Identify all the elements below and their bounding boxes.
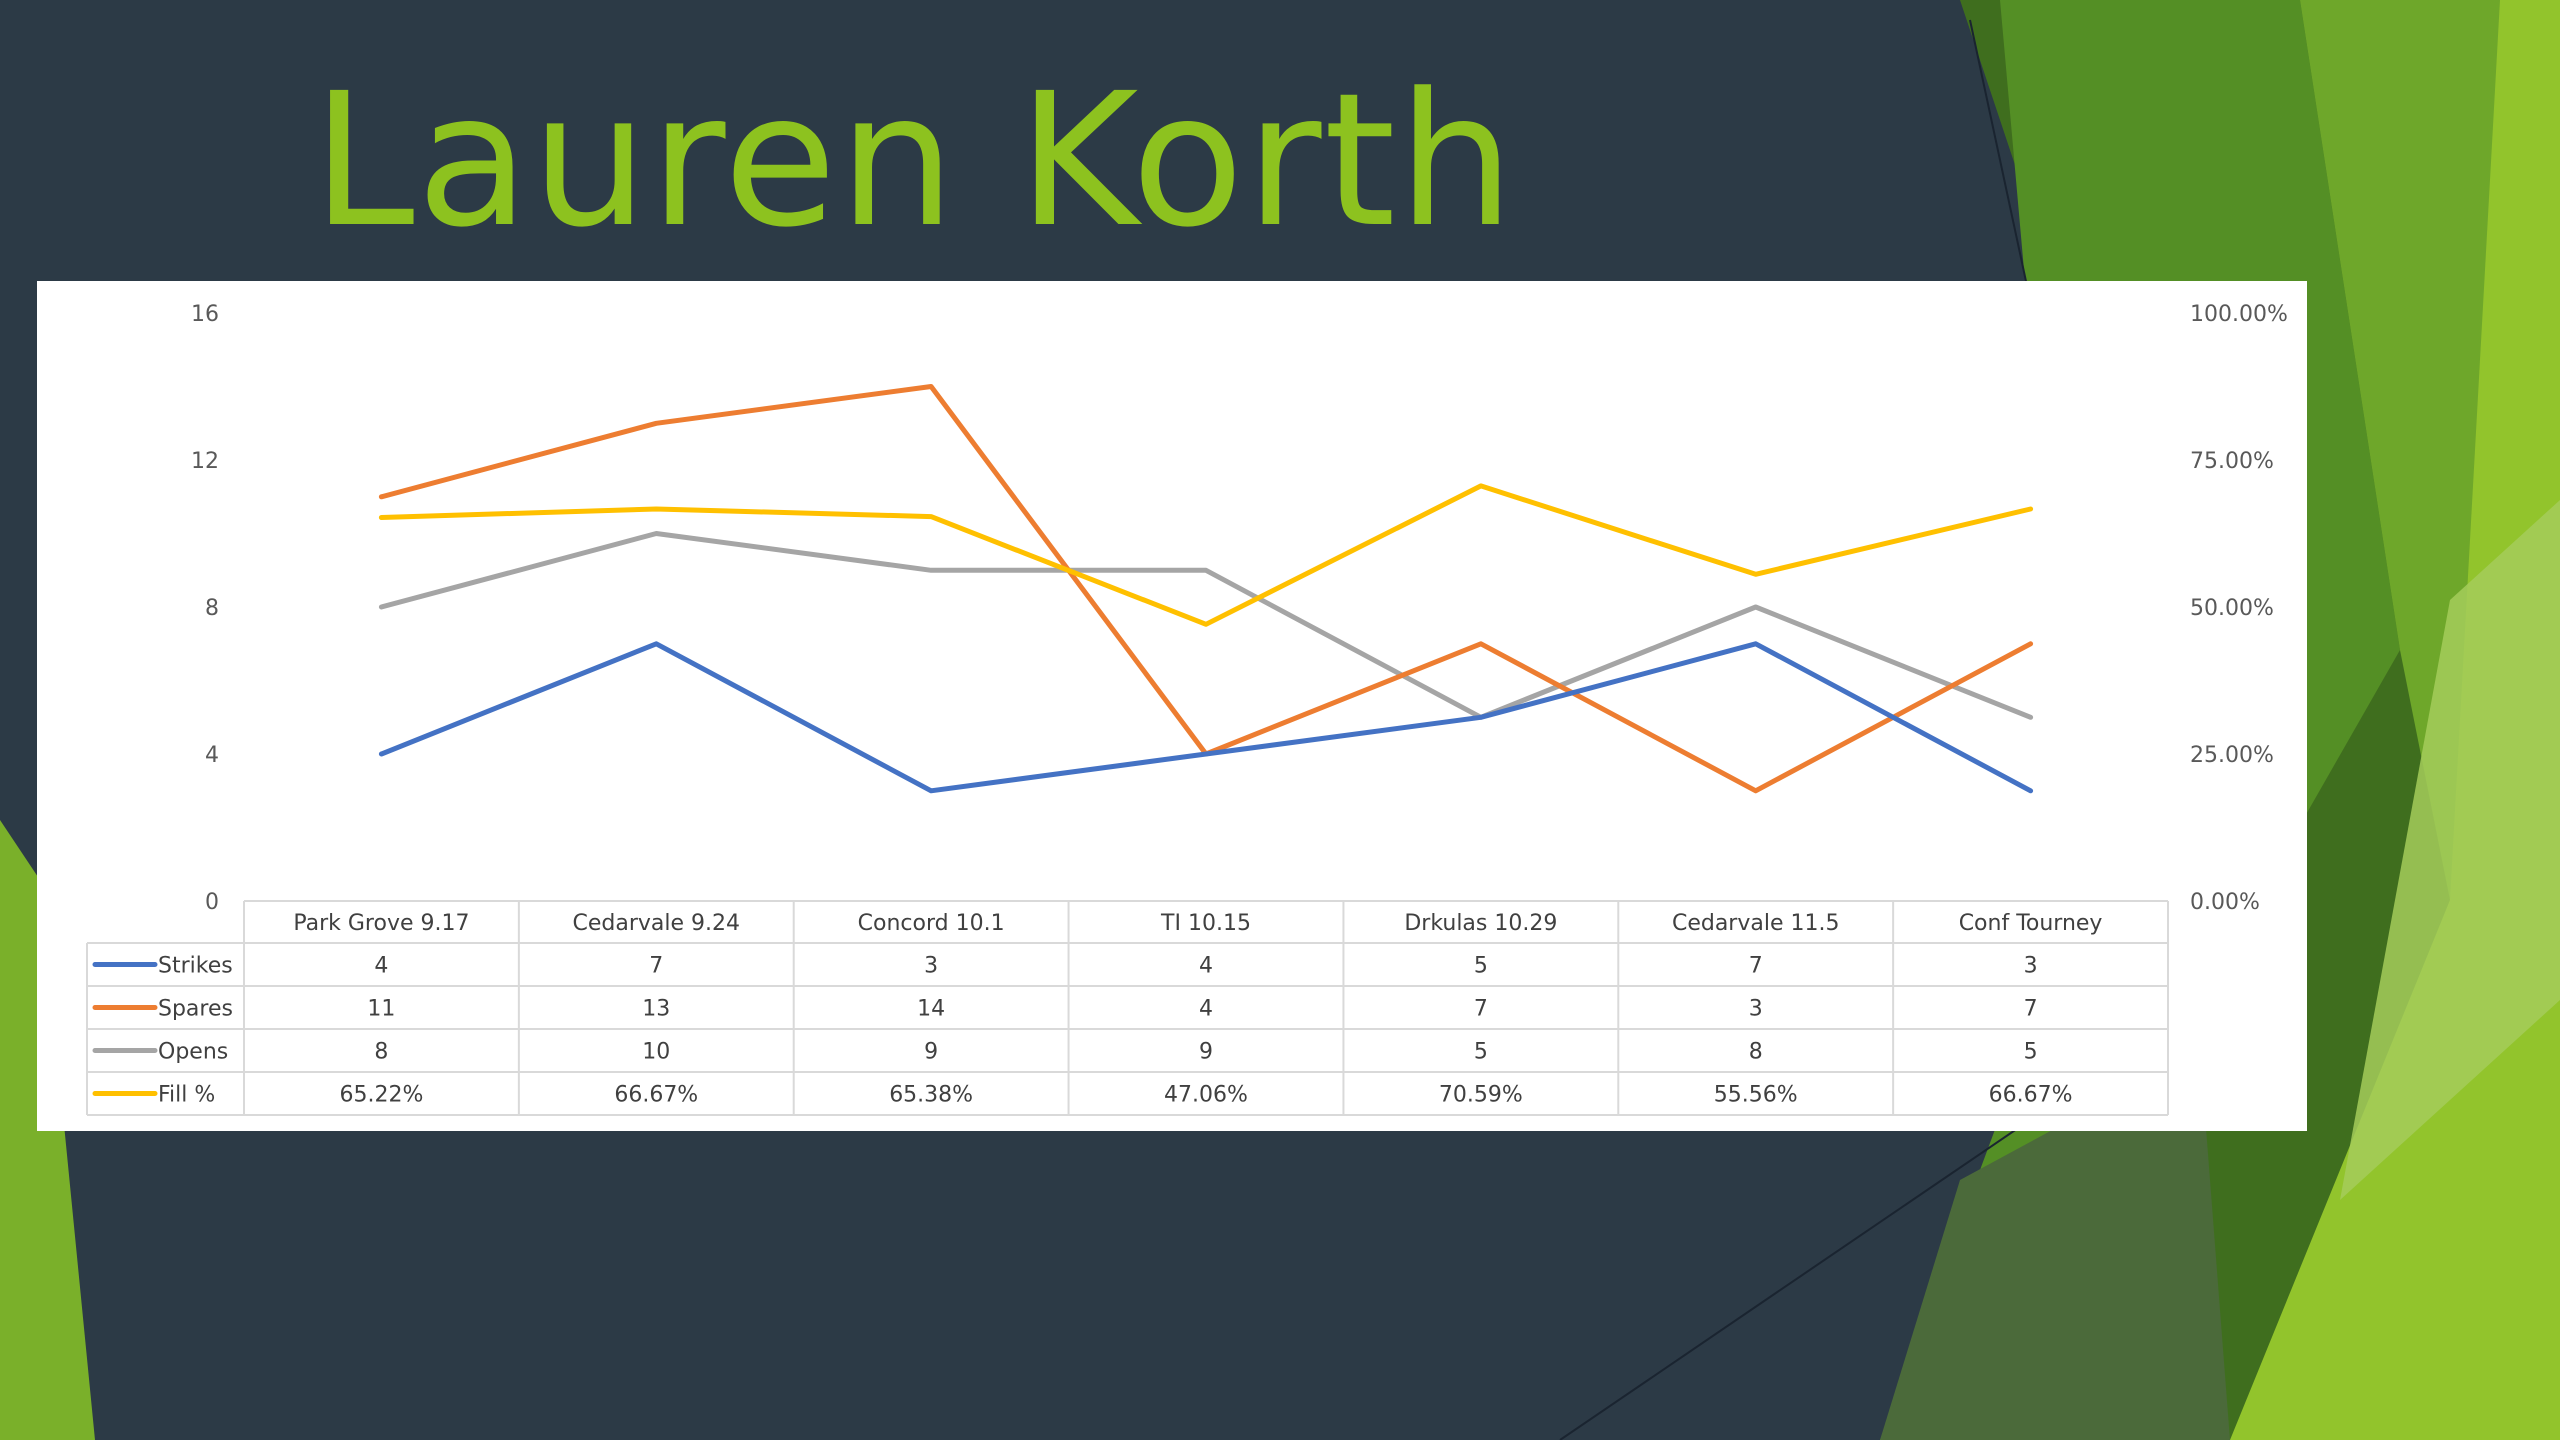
left-axis-tick-label: 8	[205, 596, 219, 621]
right-axis-tick-label: 100.00%	[2190, 302, 2288, 327]
left-axis-tick-label: 4	[205, 743, 219, 768]
right-axis-tick-label: 50.00%	[2190, 596, 2274, 621]
table-cell-value: 65.22%	[339, 1083, 423, 1108]
table-cell-value: 5	[2024, 1040, 2038, 1065]
left-axis-tick-label: 12	[191, 449, 219, 474]
bg-pale-green-facet	[2340, 500, 2560, 1200]
right-axis-ticks: 0.00% 25.00% 50.00% 75.00% 100.00%	[2190, 302, 2288, 915]
table-cell-value: 66.67%	[1989, 1083, 2073, 1108]
table-cell-value: 5	[1474, 1040, 1488, 1065]
category-label: TI 10.15	[1160, 911, 1251, 936]
table-cell-value: 9	[1199, 1040, 1213, 1065]
table-cell-value: 5	[1474, 954, 1488, 979]
table-cell-value: 4	[1199, 997, 1213, 1022]
table-cell-value: 4	[1199, 954, 1213, 979]
data-table: Park Grove 9.17 Cedarvale 9.24 Concord 10.…	[86, 900, 2169, 1116]
slide-title: Lauren Korth	[312, 54, 1517, 268]
right-axis-tick-label: 25.00%	[2190, 743, 2274, 768]
left-axis-tick-label: 0	[205, 890, 219, 915]
table-cell-value: 14	[917, 997, 945, 1022]
right-axis-tick-label: 75.00%	[2190, 449, 2274, 474]
series-line-opens	[378, 531, 2034, 720]
category-label: Cedarvale 9.24	[573, 911, 741, 936]
table-cell-value: 66.67%	[614, 1083, 698, 1108]
category-label: Park Grove 9.17	[293, 911, 469, 936]
table-cell-value: 65.38%	[889, 1083, 973, 1108]
series-line-strikes	[378, 641, 2034, 794]
table-cell-value: 7	[1474, 997, 1488, 1022]
left-axis-ticks: 0 4 8 12 16	[191, 302, 219, 915]
series-lines	[378, 384, 2034, 794]
table-cell-value: 7	[1749, 954, 1763, 979]
table-cell-value: 55.56%	[1714, 1083, 1798, 1108]
table-cell-value: 3	[2024, 954, 2038, 979]
table-cell-value: 3	[1749, 997, 1763, 1022]
table-cell-value: 11	[367, 997, 395, 1022]
category-label: Conf Tourney	[1959, 911, 2103, 936]
table-cell-value: 8	[1749, 1040, 1763, 1065]
series-label: Opens	[158, 1040, 228, 1065]
table-cell-value: 10	[642, 1040, 670, 1065]
table-cell-value: 4	[374, 954, 388, 979]
bg-thin-line	[1559, 1119, 2031, 1440]
bg-olive-facet	[1880, 1050, 2230, 1440]
series-label: Spares	[158, 997, 233, 1022]
line-chart: 0 4 8 12 16 0.00% 25.00% 50.00% 75.00% 100.00% P…	[86, 302, 2288, 1116]
right-axis-tick-label: 0.00%	[2190, 890, 2260, 915]
series-line-fill	[378, 483, 2034, 627]
category-label: Concord 10.1	[858, 911, 1005, 936]
series-label: Fill %	[158, 1083, 215, 1108]
bg-light-green-facet	[2230, 0, 2560, 1440]
table-cell-value: 7	[649, 954, 663, 979]
table-cell-value: 8	[374, 1040, 388, 1065]
left-axis-tick-label: 16	[191, 302, 219, 327]
series-line-spares	[378, 384, 2034, 794]
chart-panel: 0 4 8 12 16 0.00% 25.00% 50.00% 75.00% 100.00% P…	[37, 281, 2307, 1131]
table-cell-value: 47.06%	[1164, 1083, 1248, 1108]
category-label: Cedarvale 11.5	[1672, 911, 1840, 936]
bg-thin-line	[1969, 19, 2031, 301]
table-cell-value: 3	[924, 954, 938, 979]
series-label: Strikes	[158, 954, 233, 979]
category-label: Drkulas 10.29	[1404, 911, 1557, 936]
table-cell-value: 9	[924, 1040, 938, 1065]
table-cell-value: 7	[2024, 997, 2038, 1022]
table-cell-value: 70.59%	[1439, 1083, 1523, 1108]
table-cell-value: 13	[642, 997, 670, 1022]
